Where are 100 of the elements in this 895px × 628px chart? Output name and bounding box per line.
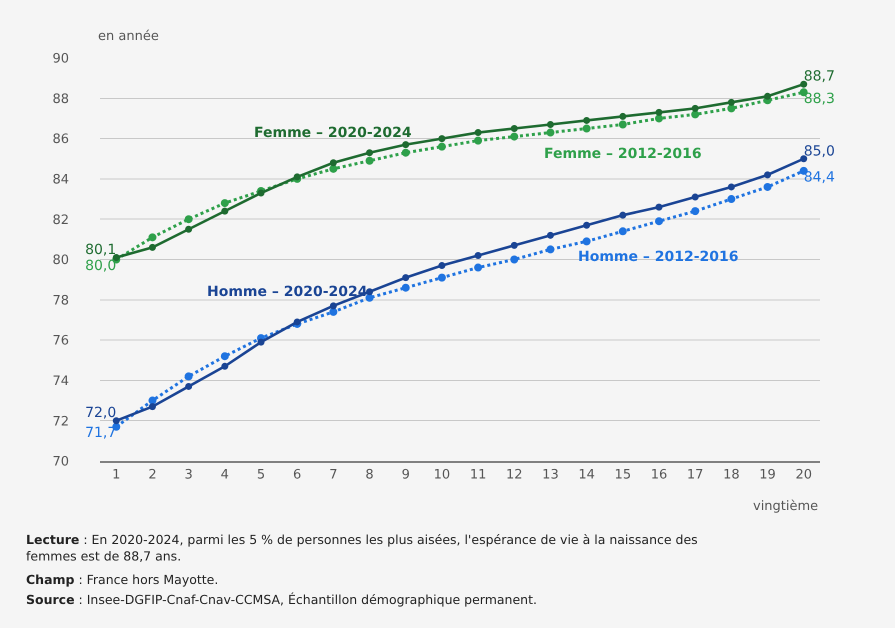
y-tick-label: 84 [52,172,69,188]
point [474,136,482,145]
point [329,164,338,173]
x-tick-label: 12 [506,467,523,482]
point [583,116,590,124]
point [438,135,446,142]
point [220,352,229,360]
point [727,195,736,204]
point [582,124,591,133]
point [510,125,518,132]
x-tick-label: 6 [293,467,302,482]
x-tick-label: 17 [686,467,704,482]
y-tick-label: 78 [52,293,69,308]
point [692,104,699,112]
point [329,308,338,316]
point [366,149,374,156]
point [438,274,446,282]
point [366,294,374,302]
point [330,302,337,310]
point [438,262,446,270]
y-tick-label: 72 [52,414,69,430]
point [764,182,772,191]
x-tick-label: 10 [434,467,450,482]
point [366,156,374,165]
series-label: Femme – 2012-2016 [544,146,702,162]
point [221,362,228,370]
point [220,199,229,208]
point [583,222,590,229]
point [618,120,627,128]
y-axis-title: en année [98,29,159,44]
point [655,108,662,116]
point [510,242,518,249]
point [654,217,663,226]
x-tick-label: 7 [329,467,338,482]
x-tick-label: 11 [470,467,486,482]
x-tick-label: 15 [614,467,632,482]
point [728,98,735,106]
y-tick-label: 82 [52,212,69,228]
x-tick-label: 4 [220,467,229,482]
point [148,233,156,242]
x-tick-label: 3 [184,467,193,482]
point [402,284,410,292]
data-label: 88,7 [804,68,835,85]
x-tick-label: 2 [148,467,157,482]
point [619,212,626,219]
point [546,120,554,128]
point [691,207,700,216]
point [402,141,410,148]
source-note: Source : Insee-DGFIP-Cnaf-Cnav-CCMSA, Échantillon démographique permanent. [26,592,537,607]
point [618,227,627,236]
point [474,252,482,259]
x-tick-label: 13 [542,467,559,482]
point [185,382,192,390]
y-tick-label: 76 [52,334,69,349]
point [438,142,446,151]
x-tick-label: 9 [402,467,410,482]
data-label: 80,0 [85,258,116,274]
series-label: Femme – 2020-2024 [254,125,412,141]
point [546,232,554,239]
x-tick-label: 20 [795,467,812,482]
x-axis-title: vingtième [753,499,818,514]
y-tick-label: 86 [52,132,69,148]
point [221,208,228,215]
point [692,194,699,201]
point [474,264,482,272]
point [619,112,626,120]
y-tick-label: 80 [52,253,69,268]
data-label: 72,0 [85,405,116,422]
point [258,190,265,196]
point [402,148,410,157]
point [654,114,663,122]
x-tick-label: 16 [650,467,668,482]
x-tick-label: 18 [723,467,740,482]
point [148,244,156,251]
data-label: 80,1 [85,242,116,258]
point [764,171,772,178]
x-tick-label: 1 [112,467,120,482]
point [294,173,301,180]
series-label: Homme – 2020-2024 [207,284,368,300]
data-label: 85,0 [804,143,835,160]
point [184,372,193,380]
point [148,396,156,405]
point [474,129,482,136]
point [728,183,735,190]
point [184,215,193,224]
point [185,226,192,233]
point [655,204,662,211]
point [148,403,156,410]
point [510,132,518,141]
point [546,128,554,137]
point [258,338,265,346]
point [546,245,554,254]
point [764,92,772,100]
text: Champ : France hors Mayotte. [26,572,218,587]
point [510,256,518,264]
point [402,274,410,282]
text: Lecture : En 2020-2024, parmi les 5 % de personnes les plus aisées, l'espérance de vie à la naissance des femmes est de 88,7 ans. [26,532,698,564]
x-tick-label: 19 [759,467,776,482]
series-label: Homme – 2012-2016 [578,249,738,265]
point [691,110,700,118]
